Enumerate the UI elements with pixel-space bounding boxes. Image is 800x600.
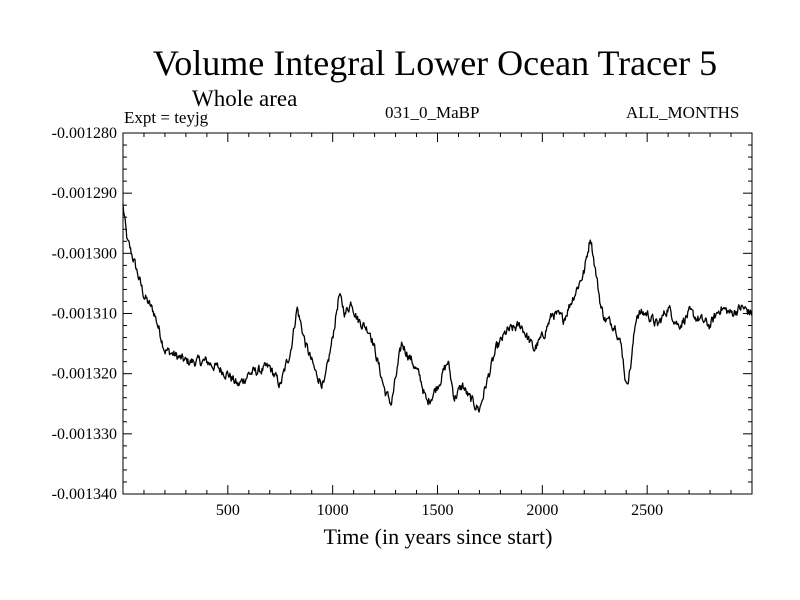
chart-title: Volume Integral Lower Ocean Tracer 5 xyxy=(152,43,718,83)
x-axis-label: Time (in years since start) xyxy=(323,524,553,549)
x-tick-label: 1500 xyxy=(422,502,454,519)
x-tick-label: 2500 xyxy=(631,502,663,519)
chart-subtitle: Whole area xyxy=(192,86,298,111)
y-tick-label: -0.001320 xyxy=(52,366,117,383)
y-tick-label: -0.001330 xyxy=(52,426,117,443)
x-tick-label: 1000 xyxy=(317,502,349,519)
plot-area: 500 1000 1500 2000 2500 -0.001340 -0.001330 -0.… xyxy=(52,125,753,519)
months-label: ALL_MONTHS xyxy=(626,103,740,122)
plot-frame xyxy=(122,132,753,495)
x-tick-label: 2000 xyxy=(526,502,558,519)
series-line xyxy=(122,203,753,413)
x-tick-label: 500 xyxy=(216,502,240,519)
y-tick-label: -0.001310 xyxy=(52,306,117,323)
y-tick-label: -0.001280 xyxy=(52,125,117,142)
y-tick-label: -0.001340 xyxy=(52,486,117,503)
y-tick-label: -0.001290 xyxy=(52,185,117,202)
experiment-label: Expt = teyjg xyxy=(124,108,209,127)
run-label: 031_0_MaBP xyxy=(385,103,480,122)
y-tick-label: -0.001300 xyxy=(52,245,117,262)
